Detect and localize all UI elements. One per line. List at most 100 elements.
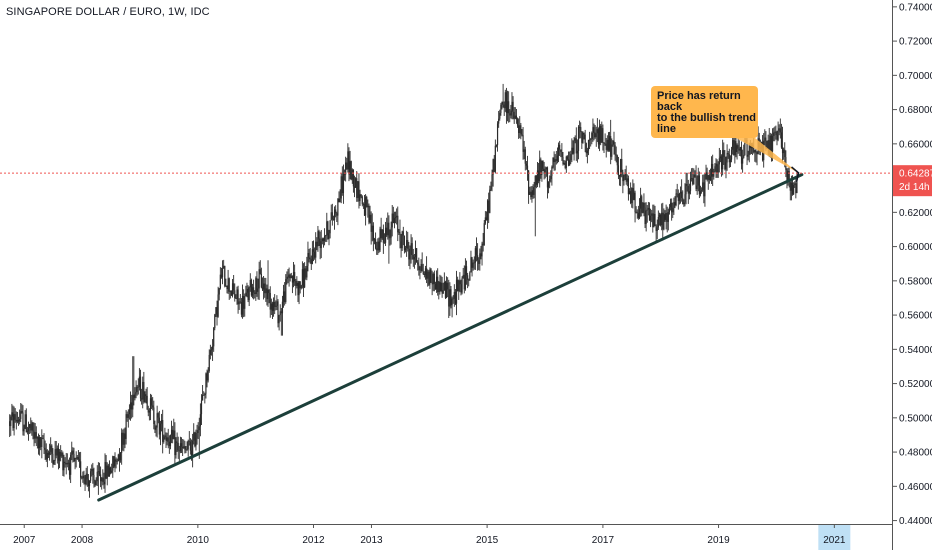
candle (388, 215, 390, 264)
candle (229, 290, 231, 299)
candle (307, 241, 309, 272)
candle (723, 142, 725, 165)
callout-pointer (736, 134, 799, 173)
candle (634, 190, 636, 223)
candle (620, 158, 622, 187)
candle (698, 171, 700, 199)
candle (607, 132, 610, 152)
candle (318, 229, 320, 246)
candle (725, 156, 727, 179)
candle (204, 392, 206, 404)
candle (177, 436, 179, 459)
candle (649, 208, 652, 228)
candle (250, 278, 252, 297)
candle (126, 411, 128, 422)
candle (434, 281, 437, 290)
candle (520, 122, 522, 140)
candle (789, 180, 791, 201)
candle (57, 443, 60, 470)
candle (490, 181, 492, 191)
candle (627, 175, 630, 201)
candle (781, 126, 784, 163)
candle (640, 187, 642, 217)
candle (353, 175, 356, 198)
candle (521, 128, 523, 137)
candle (84, 474, 86, 491)
candle (652, 204, 654, 233)
candle (193, 423, 195, 445)
candle (195, 429, 197, 451)
candle (442, 282, 444, 294)
candle (154, 420, 156, 434)
candle (450, 286, 452, 309)
candle (39, 434, 41, 456)
candle (289, 273, 291, 282)
candle (35, 426, 37, 447)
candle (99, 466, 102, 488)
candle (64, 457, 66, 468)
candle (70, 452, 72, 484)
callout-box (651, 86, 758, 138)
candle (305, 266, 307, 280)
candle (625, 165, 627, 185)
candle (502, 83, 504, 108)
candle (116, 458, 118, 465)
candle (365, 194, 367, 226)
candle (655, 224, 657, 243)
candle (658, 212, 661, 226)
candle (109, 466, 112, 475)
candle (72, 447, 74, 463)
candle (260, 267, 262, 289)
candle (467, 272, 469, 289)
candle (312, 240, 315, 262)
candle (454, 289, 457, 306)
candle (358, 173, 360, 209)
candle (347, 143, 349, 173)
candle (194, 431, 196, 448)
candle (734, 136, 736, 164)
candle (134, 387, 136, 401)
candle (162, 409, 164, 454)
candle (668, 204, 671, 215)
candle (525, 161, 527, 170)
candle (708, 169, 710, 184)
candle (591, 131, 593, 145)
candle (249, 273, 251, 292)
candle (702, 174, 704, 192)
candle (163, 434, 165, 444)
candle (438, 280, 440, 300)
candle (124, 427, 126, 449)
candle (299, 281, 301, 294)
candle (148, 408, 150, 421)
candle (737, 137, 739, 154)
x-tick-label: 2021 (823, 535, 846, 546)
candle (159, 420, 162, 446)
candle (192, 433, 194, 468)
candle (340, 173, 342, 204)
candle (667, 208, 669, 231)
candle (19, 409, 21, 425)
candle (78, 452, 81, 468)
bullish-trend-line[interactable] (97, 173, 804, 502)
candle (550, 170, 552, 183)
candle (200, 394, 203, 426)
candle (30, 417, 32, 434)
candle (82, 471, 84, 483)
candle (145, 388, 147, 404)
y-tick-label: 0.50000 (899, 413, 932, 424)
candle (704, 173, 706, 207)
candle (575, 127, 577, 161)
candle (756, 151, 758, 166)
candle (155, 425, 157, 437)
candle (274, 294, 276, 315)
candle (26, 426, 29, 435)
candle (642, 202, 644, 214)
candle (529, 186, 531, 196)
candle (505, 87, 508, 124)
candle (33, 422, 35, 447)
candle (14, 408, 16, 423)
candle (382, 224, 384, 254)
candle (730, 146, 733, 163)
